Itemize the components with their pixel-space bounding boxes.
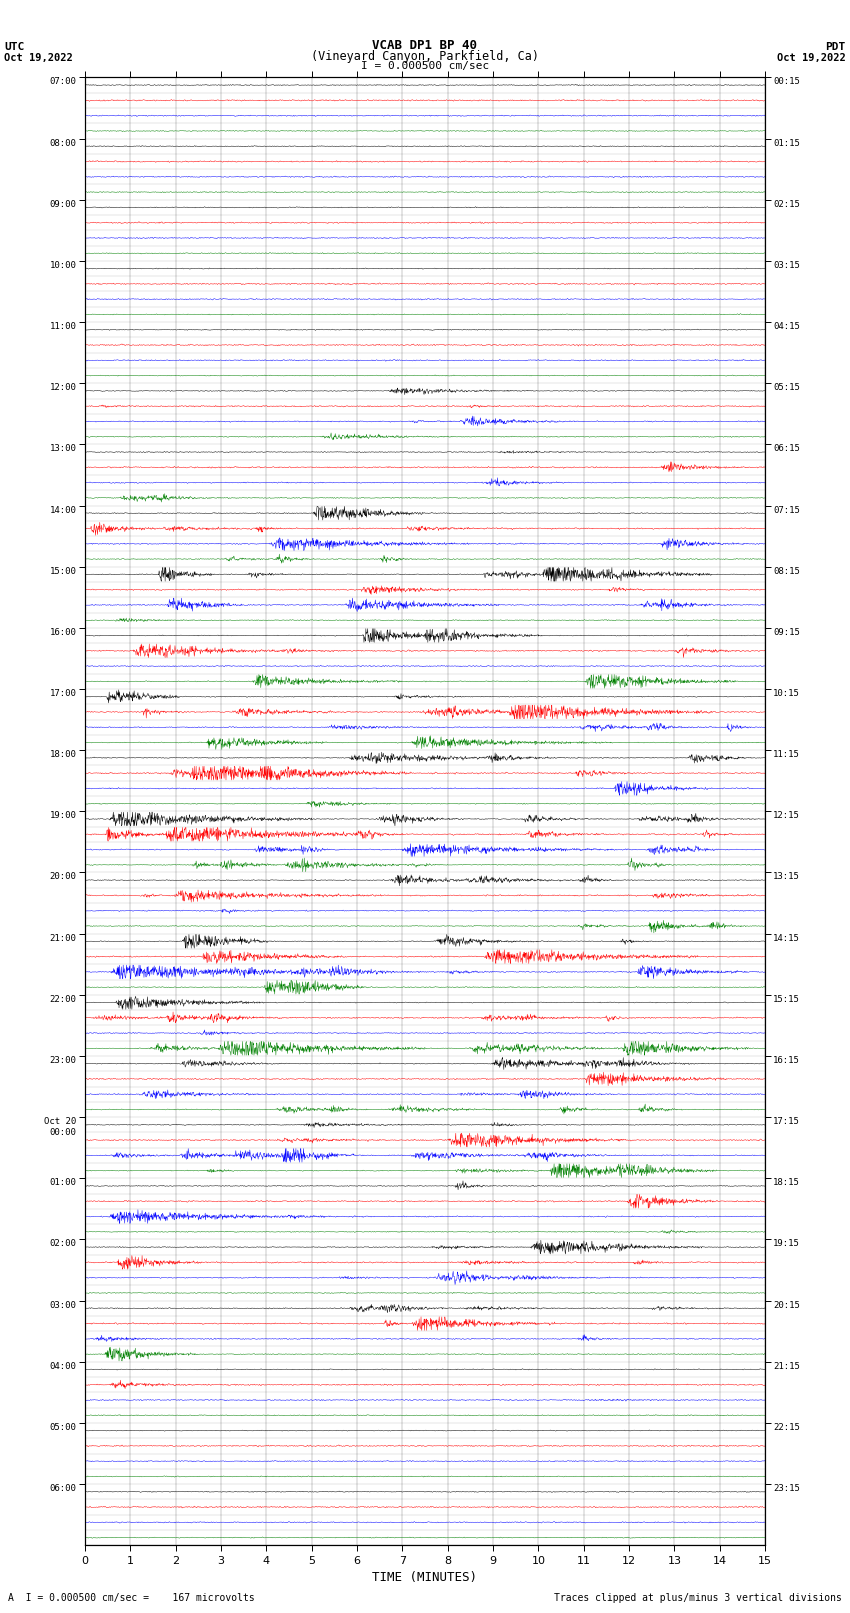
Text: VCAB DP1 BP 40: VCAB DP1 BP 40 [372,39,478,52]
X-axis label: TIME (MINUTES): TIME (MINUTES) [372,1571,478,1584]
Text: (Vineyard Canyon, Parkfield, Ca): (Vineyard Canyon, Parkfield, Ca) [311,50,539,63]
Text: Oct 19,2022: Oct 19,2022 [777,53,846,63]
Text: Oct 19,2022: Oct 19,2022 [4,53,73,63]
Text: Traces clipped at plus/minus 3 vertical divisions: Traces clipped at plus/minus 3 vertical … [553,1594,842,1603]
Text: A  I = 0.000500 cm/sec =    167 microvolts: A I = 0.000500 cm/sec = 167 microvolts [8,1594,255,1603]
Text: UTC: UTC [4,42,25,52]
Text: PDT: PDT [825,42,846,52]
Text: I = 0.000500 cm/sec: I = 0.000500 cm/sec [361,61,489,71]
